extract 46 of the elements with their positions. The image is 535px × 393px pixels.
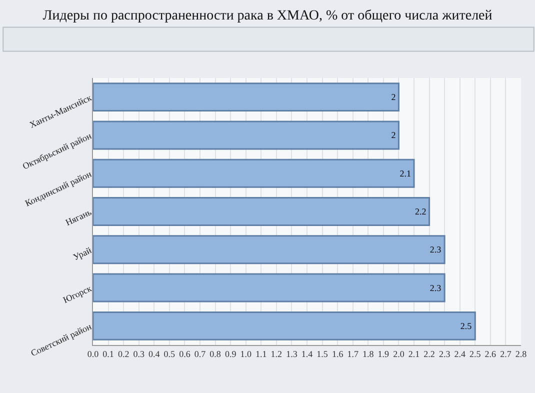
x-tick-label: 0.7 bbox=[194, 348, 206, 359]
x-tick-label: 1.3 bbox=[286, 348, 298, 359]
bar bbox=[93, 120, 400, 150]
data-label: 2.1 bbox=[400, 168, 411, 178]
x-tick-label: 1.8 bbox=[362, 348, 374, 359]
data-label: 2.2 bbox=[415, 206, 426, 216]
x-tick-label: 2.8 bbox=[515, 348, 528, 359]
data-label: 2 bbox=[391, 92, 396, 102]
data-label: 2.3 bbox=[430, 244, 442, 255]
y-tick-label: Нягань bbox=[64, 206, 93, 228]
data-label: 2.3 bbox=[430, 282, 442, 293]
x-tick-label: 2.0 bbox=[393, 348, 405, 359]
x-tick-label: 2.7 bbox=[500, 348, 512, 359]
x-tick-label: 2.2 bbox=[424, 348, 435, 359]
x-tick-label: 2.1 bbox=[408, 348, 420, 359]
data-label: 2.5 bbox=[460, 320, 472, 331]
bar bbox=[93, 197, 430, 226]
y-tick-label: Урай bbox=[72, 245, 94, 262]
x-tick-label: 0.4 bbox=[148, 348, 160, 359]
x-tick-label: 0.2 bbox=[118, 348, 130, 359]
bar bbox=[93, 82, 400, 112]
x-tick-label: 0.3 bbox=[133, 348, 145, 359]
x-tick-label: 0.5 bbox=[164, 348, 176, 359]
chart-title: Лидеры по распространенности рака в ХМАО, % от общего числа жителей bbox=[42, 8, 493, 24]
bar bbox=[93, 235, 446, 264]
x-tick-label: 1.0 bbox=[240, 348, 252, 359]
data-label: 2 bbox=[391, 130, 396, 140]
x-tick-label: 1.9 bbox=[378, 348, 390, 359]
x-tick-label: 0.9 bbox=[224, 348, 237, 359]
bar bbox=[93, 273, 446, 302]
x-tick-label: 2.6 bbox=[484, 348, 497, 359]
x-tick-label: 1.6 bbox=[332, 348, 344, 359]
x-tick-label: 1.5 bbox=[316, 348, 328, 359]
x-tick-label: 2.3 bbox=[438, 348, 451, 359]
bar bbox=[93, 158, 415, 188]
x-tick-label: 1.4 bbox=[301, 348, 314, 359]
x-tick-label: 0.1 bbox=[102, 348, 114, 359]
x-tick-label: 0.8 bbox=[210, 348, 222, 359]
x-tick-label: 1.7 bbox=[347, 348, 359, 359]
x-tick-label: 0.6 bbox=[179, 348, 191, 359]
x-tick-label: 1.2 bbox=[270, 348, 282, 359]
x-tick-label: 2.4 bbox=[454, 348, 466, 359]
x-tick-label: 0.0 bbox=[87, 348, 100, 359]
bar bbox=[93, 311, 476, 340]
x-tick-label: 2.5 bbox=[470, 348, 482, 359]
x-tick-label: 1.1 bbox=[256, 348, 267, 359]
